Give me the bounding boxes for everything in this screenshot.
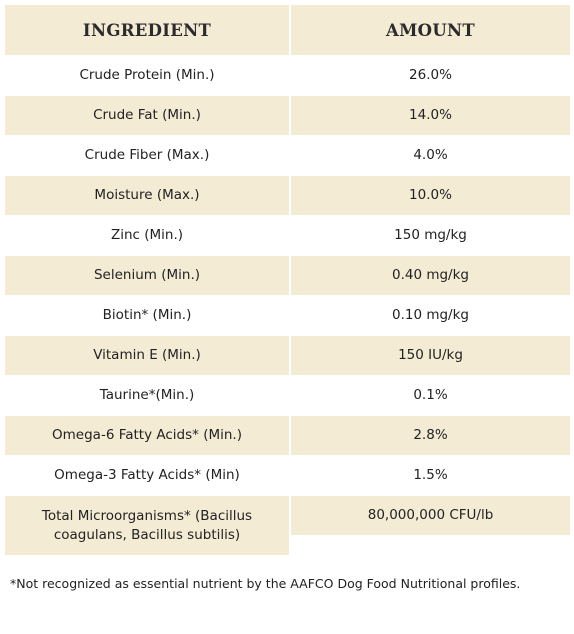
amount-cell: 150 mg/kg [394,227,467,243]
footnote: *Not recognized as essential nutrient by… [10,576,521,591]
ingredient-cell: Zinc (Min.) [110,227,184,243]
amount-cell: 0.40 mg/kg [291,256,570,295]
ingredient-cell: Omega-3 Fatty Acids* (Min) [54,467,240,483]
amount-cell: 2.8% [291,416,570,455]
ingredient-cell: Crude Protein (Min.) [79,67,215,83]
ingredient-cell: Moisture (Max.) [5,176,289,215]
amount-cell: 26.0% [409,67,452,83]
amount-cell: 10.0% [291,176,570,215]
amount-cell: 14.0% [291,96,570,135]
header-cell: AMOUNT [291,5,570,55]
ingredient-cell: Crude Fiber (Max.) [84,147,210,163]
ingredient-cell: Crude Fat (Min.) [5,96,289,135]
amount-cell: 4.0% [413,147,448,163]
amount-cell: 150 IU/kg [291,336,570,375]
ingredient-cell: Taurine*(Min.) [99,387,195,403]
amount-cell: 0.1% [413,387,448,403]
amount-cell: 1.5% [413,467,448,483]
ingredient-cell: Vitamin E (Min.) [5,336,289,375]
amount-cell: 80,000,000 CFU/lb [291,496,570,535]
header-cell: INGREDIENT [5,5,289,55]
ingredient-cell: Biotin* (Min.) [102,307,192,323]
ingredient-cell: Total Microorganisms* (Bacillus coagulan… [5,496,289,555]
ingredient-cell: Selenium (Min.) [5,256,289,295]
amount-cell: 0.10 mg/kg [391,307,469,323]
ingredient-cell: Omega-6 Fatty Acids* (Min.) [5,416,289,455]
